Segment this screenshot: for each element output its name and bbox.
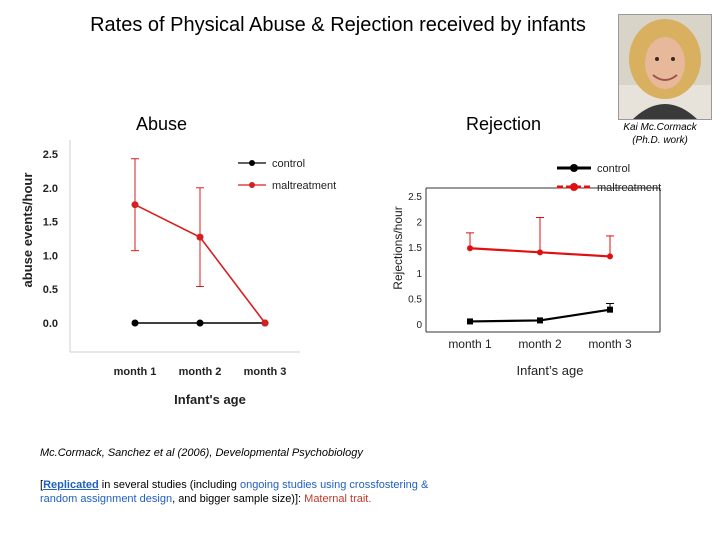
y-tick-label: 1 <box>416 269 422 280</box>
photo-caption-note: (Ph.D. work) <box>632 135 688 146</box>
y-tick-label: 2.5 <box>408 192 422 203</box>
y-tick-label: 2 <box>416 218 422 229</box>
control-point <box>196 319 204 327</box>
note-maternal-trait: Maternal trait. <box>304 493 372 505</box>
control-legend-marker <box>249 160 255 166</box>
control-point <box>537 317 543 324</box>
control-point <box>607 306 613 313</box>
maltreatment-point <box>261 319 269 327</box>
y-tick-label: 0.0 <box>43 318 58 330</box>
x-tick-label: month 3 <box>244 366 287 378</box>
replicated-link[interactable]: Replicated <box>43 479 99 491</box>
photo-caption-name: Kai Mc.Cormack <box>623 122 697 133</box>
x-axis-title: Infant’s age <box>517 363 584 378</box>
citation: Mc.Cormack, Sanchez et al (2006), Develo… <box>40 447 363 459</box>
x-tick-label: month 1 <box>448 337 492 351</box>
y-tick-label: 2.5 <box>43 149 58 161</box>
x-axis-title: Infant's age <box>174 392 246 407</box>
note-bracket: [ <box>40 479 44 491</box>
maltreatment-point <box>467 245 473 252</box>
control-legend-marker <box>570 164 578 172</box>
y-tick-label: 0 <box>416 320 422 331</box>
abuse-heading: Abuse <box>136 114 188 134</box>
control-point <box>467 318 473 325</box>
note-highlight-1: ongoing studies using crossfostering & <box>239 479 429 491</box>
maltreatment-point <box>196 233 204 241</box>
note-text-2: , and bigger sample size)]: <box>172 493 305 505</box>
maltreatment-legend-label: maltreatment <box>272 180 336 192</box>
x-tick-label: month 1 <box>114 366 157 378</box>
x-tick-label: month 3 <box>588 337 632 351</box>
y-tick-label: 1.5 <box>43 217 58 229</box>
y-axis-title: abuse events/hour <box>20 173 35 288</box>
y-axis-title: Rejections/hour <box>391 206 405 289</box>
control-legend-label: control <box>597 163 630 175</box>
slide-title: Rates of Physical Abuse & Rejection rece… <box>90 14 586 36</box>
maltreatment-point <box>131 201 139 209</box>
control-legend-label: control <box>272 158 305 170</box>
maltreatment-legend-label: maltreatment <box>597 182 661 194</box>
replication-note: [Replicated in several studies (includin… <box>40 478 480 506</box>
y-tick-label: 2.0 <box>43 183 58 195</box>
x-tick-label: month 2 <box>518 337 562 351</box>
maltreatment-point <box>607 253 613 260</box>
y-tick-label: 1.0 <box>43 250 58 262</box>
y-tick-label: 0.5 <box>43 284 58 296</box>
y-tick-label: 0.5 <box>408 294 422 305</box>
maltreatment-point <box>537 249 543 256</box>
note-highlight-2: random assignment design <box>40 493 173 505</box>
control-point <box>131 319 139 327</box>
maltreatment-legend-marker <box>249 182 255 188</box>
rejection-heading: Rejection <box>466 114 542 134</box>
x-tick-label: month 2 <box>179 366 222 378</box>
maltreatment-legend-marker <box>570 183 578 191</box>
photo-caption: Kai Mc.Cormack (Ph.D. work) <box>604 121 716 147</box>
y-tick-label: 1.5 <box>408 243 422 254</box>
note-text-1: in several studies (including <box>98 479 240 491</box>
portrait-photo <box>618 14 712 120</box>
